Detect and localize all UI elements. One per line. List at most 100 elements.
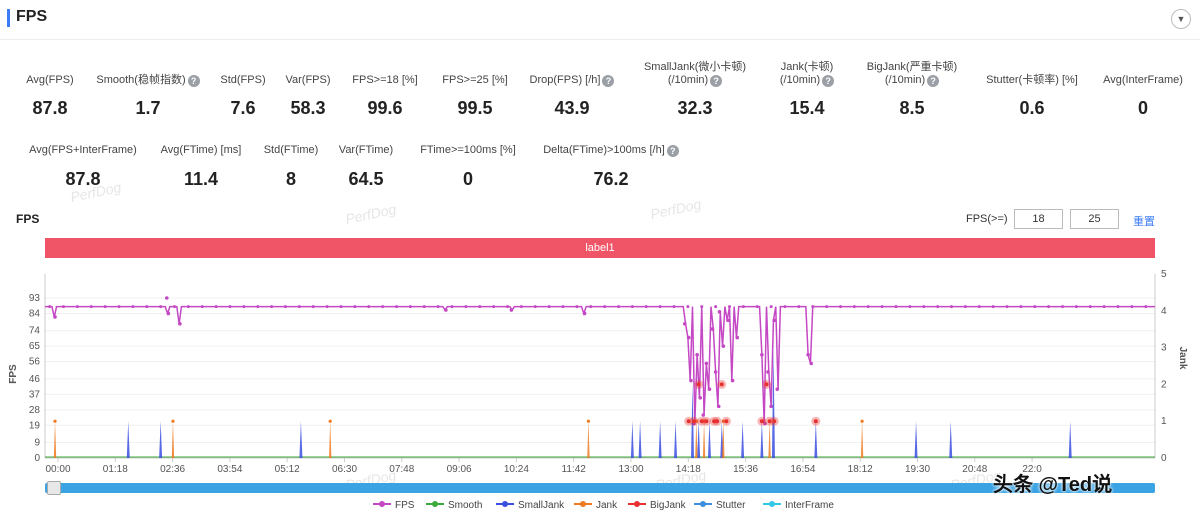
fps-point: [381, 305, 385, 309]
smalljank-spike: [126, 421, 130, 458]
help-icon[interactable]: ?: [187, 75, 200, 87]
y-tick-label: 65: [29, 341, 41, 352]
y2-axis-title: Jank: [1177, 347, 1188, 370]
y-tick-label: 0: [34, 453, 40, 464]
metric-label: FPS>=18 [%]: [352, 74, 418, 86]
x-tick-label: 02:36: [160, 464, 185, 475]
fps-point: [464, 305, 468, 309]
bigjank-point: [712, 419, 717, 424]
fps-point: [707, 387, 712, 391]
jank-point: [171, 419, 175, 423]
smalljank-spike: [658, 421, 662, 458]
x-tick-label: 06:30: [332, 464, 357, 475]
x-tick-label: 00:00: [45, 464, 70, 475]
fps-point: [1047, 305, 1051, 309]
legend-item-fps[interactable]: FPS: [373, 500, 414, 511]
jank-spike: [329, 421, 332, 458]
fps-point: [617, 305, 620, 309]
chevron-down-icon[interactable]: ▼: [1171, 9, 1191, 29]
fps-point: [547, 305, 551, 309]
fps-point: [686, 305, 690, 309]
x-tick-label: 10:24: [504, 464, 529, 475]
fps-point: [963, 305, 967, 309]
bigjank-point: [692, 419, 697, 424]
metric-metrics_row2-0: Avg(FPS+InterFrame) 87.8: [3, 144, 163, 204]
fps-point: [704, 361, 709, 366]
fps-point: [506, 305, 509, 309]
fps-point: [242, 305, 246, 309]
reset-button[interactable]: 重置: [1133, 216, 1155, 228]
metric-metrics_row1-3: Var(FPS) 58.3: [228, 74, 388, 134]
x-tick-label: 14:18: [676, 464, 701, 475]
help-icon[interactable]: ?: [710, 75, 723, 87]
fps-point: [1130, 305, 1134, 309]
jank-point: [586, 419, 591, 423]
help-icon[interactable]: ?: [822, 75, 835, 87]
metric-label: Avg(FTime) [ms]: [160, 144, 242, 156]
scrollbar-handle[interactable]: [47, 481, 61, 495]
legend-item-stutter[interactable]: Stutter: [694, 500, 745, 511]
smalljank-spike: [814, 421, 818, 458]
legend-swatch: [496, 501, 514, 507]
chart-legend: FPS Smooth SmallJank Jank BigJank Stutter Inte…: [0, 500, 1200, 514]
metric-value: 99.6: [367, 98, 403, 118]
smalljank-spike: [914, 421, 918, 458]
jank-spike: [860, 421, 864, 458]
fps-point: [797, 305, 801, 309]
fps-point: [695, 352, 699, 357]
x-tick-label: 11:42: [562, 464, 587, 475]
help-icon[interactable]: ?: [927, 75, 940, 87]
timeline-scrollbar[interactable]: [45, 483, 1155, 493]
fps-point: [450, 305, 454, 309]
fps-point: [1033, 305, 1037, 309]
smalljank-spike: [630, 421, 634, 458]
legend-item-bigjank[interactable]: BigJank: [628, 500, 686, 511]
legend-item-interframe[interactable]: InterFrame: [763, 500, 834, 511]
metric-value: 0.6: [1019, 98, 1045, 118]
fps-point: [117, 305, 121, 309]
metric-label: Std(FPS): [220, 74, 266, 86]
metric-label: Var(FTime): [338, 144, 394, 156]
fps-point: [228, 305, 232, 309]
metric-label: FPS>=25 [%]: [442, 74, 508, 86]
help-icon[interactable]: ?: [666, 145, 679, 157]
jank-spike: [722, 421, 725, 458]
fps-point: [200, 305, 204, 309]
legend-label: InterFrame: [785, 500, 834, 511]
fps-point: [700, 305, 704, 309]
legend-item-smalljank[interactable]: SmallJank: [496, 500, 564, 511]
metric-label-unit: (/10min)?: [615, 74, 775, 87]
fps-point: [977, 305, 981, 309]
metric-metrics_row1-6: Drop(FPS) [/h]? 43.9: [492, 74, 652, 134]
fps-point: [436, 305, 440, 309]
legend-item-jank[interactable]: Jank: [574, 500, 617, 511]
bigjank-point: [724, 419, 729, 424]
metric-label: Stutter(卡顿率) [%]: [986, 74, 1078, 86]
bigjank-point: [759, 419, 764, 424]
fps-point: [721, 344, 726, 348]
fps-chart[interactable]: 0 9 19 28 37 46 56 65 74 84 93 0 1 2 3 4 5 FPS Jank 00:00 01…: [0, 262, 1200, 477]
label-band[interactable]: label1: [45, 238, 1155, 258]
metric-value: 32.3: [677, 98, 713, 118]
legend-item-smooth[interactable]: Smooth: [426, 500, 482, 511]
fps-threshold-2-input[interactable]: [1070, 209, 1119, 229]
fps-point: [422, 305, 426, 309]
fps-point: [866, 305, 870, 309]
y-tick-label: 84: [29, 308, 41, 319]
fps-point: [755, 305, 759, 309]
metric-metrics_row1-11: Avg(InterFrame) 0: [1063, 74, 1200, 134]
fps-point: [603, 305, 607, 309]
fps-point: [714, 305, 718, 309]
fps-point: [178, 322, 182, 326]
fps-point: [166, 311, 171, 316]
fps-threshold-1-input[interactable]: [1014, 209, 1063, 229]
bigjank-point: [813, 419, 818, 424]
fps-threshold-label: FPS(>=): [966, 213, 1008, 225]
help-icon[interactable]: ?: [602, 75, 615, 87]
x-tick-label: 01:18: [103, 464, 128, 475]
fps-point: [783, 305, 787, 309]
bigjank-point: [772, 419, 777, 424]
fps-point: [533, 305, 537, 309]
fps-point: [772, 318, 777, 323]
smalljank-spike: [760, 421, 764, 458]
